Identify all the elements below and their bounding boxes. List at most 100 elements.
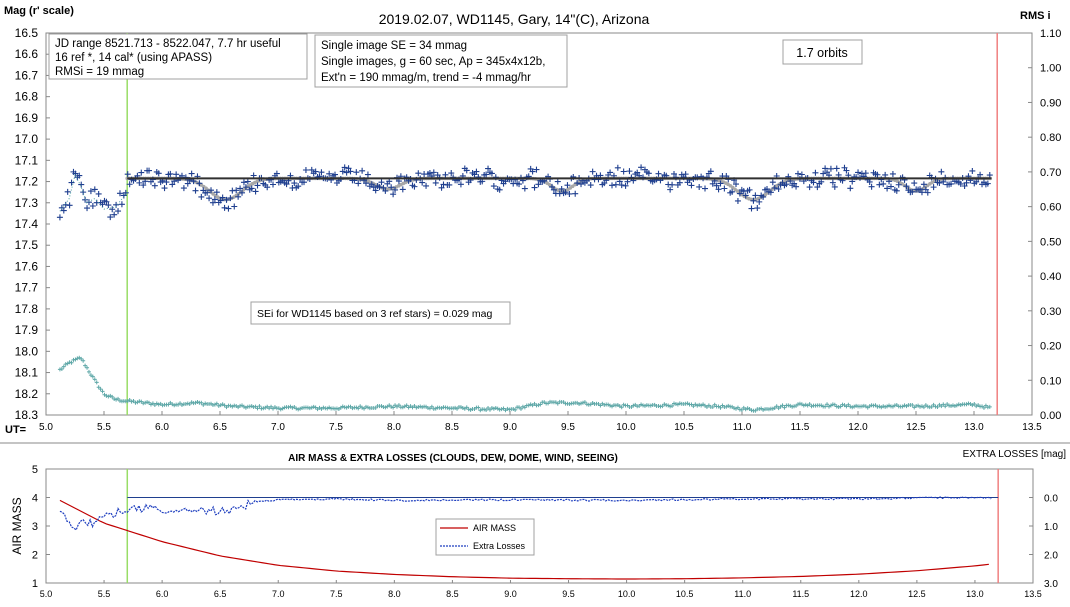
rms-point	[90, 374, 95, 379]
wd1145-point	[252, 188, 259, 195]
wd1145-point	[105, 202, 112, 209]
wd1145-point	[713, 182, 720, 189]
wd1145-point	[169, 181, 176, 188]
wd1145-point	[920, 181, 927, 188]
wd1145-point	[237, 185, 244, 192]
airmass-y-label: AIR MASS	[10, 497, 24, 554]
wd1145-point	[969, 167, 976, 174]
airmass-x-axis-ticks: 5.0 5.5 6.0 6.5 7.0 7.5 8.0 8.5 9.0 9.5 10.0 10.5 11…	[40, 580, 1042, 599]
rms-point	[499, 407, 504, 412]
rms-point	[363, 404, 368, 409]
wd1145-point	[370, 184, 377, 191]
rms-point	[807, 402, 812, 407]
wd1145-point	[566, 190, 573, 197]
wd1145-point	[806, 184, 813, 191]
info-box-jd: JD range 8521.713 - 8522.047, 7.7 hr use…	[48, 33, 308, 80]
airmass-x-tick-label: 6.5	[214, 589, 227, 599]
rms-point	[98, 387, 103, 392]
airmass-x-tick-label: 12.5	[908, 589, 926, 599]
wd1145-point	[196, 180, 203, 187]
rms-point	[63, 362, 68, 367]
legend-airmass-label: AIR MASS	[473, 523, 516, 533]
wd1145-point	[918, 189, 925, 196]
rms-point	[92, 377, 97, 382]
rms-point	[129, 399, 134, 404]
x-tick-label: 6.5	[213, 422, 227, 433]
wd1145-point	[343, 169, 350, 176]
rms-point	[505, 406, 510, 411]
wd1145-point	[721, 185, 728, 192]
wd1145-point	[911, 180, 918, 187]
rms-point	[584, 402, 589, 407]
rms-point	[491, 406, 496, 411]
airmass-y2-tick-label: 3.0	[1044, 579, 1058, 590]
rms-point	[476, 405, 481, 410]
rms-point	[81, 358, 86, 363]
wd1145-point	[535, 181, 542, 188]
rms-point	[296, 407, 301, 412]
info-box-jd-line-3: RMSi = 19 mmag	[55, 66, 144, 78]
airmass-y-axis-ticks: 5 4 3 2 1	[32, 464, 50, 590]
wd1145-point	[742, 192, 749, 199]
rms-point	[354, 405, 359, 410]
rms-point	[106, 394, 111, 399]
airmass-x-tick-label: 7.5	[330, 589, 343, 599]
airmass-x-tick-label: 6.0	[156, 589, 169, 599]
wd1145-point	[192, 187, 199, 194]
rms-point	[356, 406, 361, 411]
rms-point	[286, 405, 291, 410]
rms-point	[631, 403, 636, 408]
rms-point	[228, 403, 233, 408]
rms-point	[69, 360, 74, 365]
wd1145-point	[332, 171, 339, 178]
wd1145-point	[855, 169, 862, 176]
wd1145-point	[820, 170, 827, 177]
wd1145-point	[767, 189, 774, 196]
rms-point	[460, 406, 465, 411]
wd1145-point	[682, 171, 689, 178]
wd1145-point	[814, 184, 821, 191]
wd1145-point	[56, 214, 63, 221]
wd1145-point	[270, 181, 277, 188]
rms-point	[79, 356, 84, 361]
rms-point	[770, 406, 775, 411]
airmass-legend-frame	[435, 518, 535, 556]
airmass-x-tick-label: 13.5	[1024, 589, 1042, 599]
wd1145-point	[574, 180, 581, 187]
wd1145-point	[893, 187, 900, 194]
wd1145-point	[882, 171, 889, 178]
rms-point	[656, 404, 661, 409]
wd1145-point	[676, 179, 683, 186]
rms-point	[112, 396, 117, 401]
rms-point	[59, 366, 64, 371]
y2-tick-label: 0.80	[1040, 132, 1061, 144]
rms-point	[642, 403, 647, 408]
x-tick-label: 10.5	[674, 422, 694, 433]
wd1145-point	[822, 165, 829, 172]
wd1145-point	[161, 185, 168, 192]
wd1145-point	[111, 211, 118, 218]
rms-point	[910, 403, 915, 408]
wd1145-point	[89, 203, 96, 210]
wd1145-point	[880, 180, 887, 187]
rms-point	[216, 403, 221, 408]
airmass-y2-label: EXTRA LOSSES [mag]	[963, 449, 1067, 460]
rms-point	[518, 406, 523, 411]
info-box-image-line-2: Single images, g = 60 sec, Ap = 345x4x12…	[321, 56, 545, 68]
wd1145-point	[521, 185, 528, 192]
rms-point	[143, 400, 148, 405]
airmass-line	[59, 499, 989, 580]
wd1145-point	[516, 181, 523, 188]
rms-point	[795, 402, 800, 407]
rms-point	[921, 405, 926, 410]
wd1145-point	[614, 164, 621, 171]
y2-tick-label: 1.00	[1040, 63, 1061, 75]
rms-point	[981, 405, 986, 410]
extra-losses-line	[59, 496, 992, 531]
wd1145-point	[163, 179, 170, 186]
wd1145-point	[812, 169, 819, 176]
rms-point	[522, 405, 527, 410]
rms-point	[670, 404, 675, 409]
rms-point	[848, 404, 853, 409]
wd1145-point	[273, 170, 280, 177]
